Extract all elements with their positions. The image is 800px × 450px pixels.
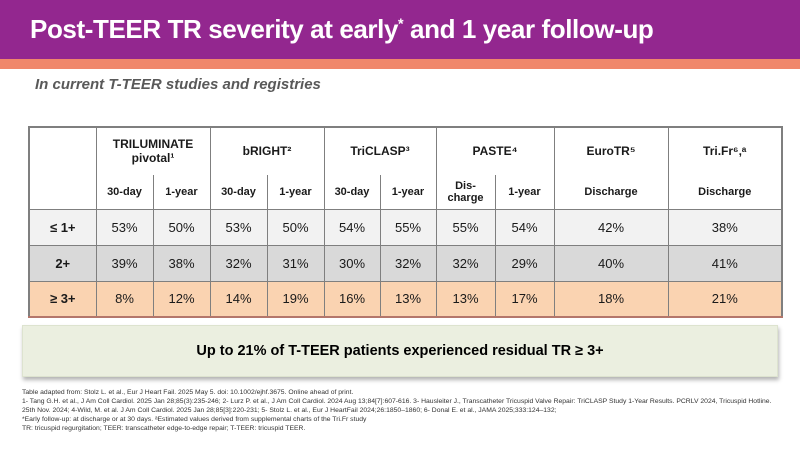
- data-cell: 42%: [553, 208, 669, 246]
- data-cell: 40%: [553, 244, 669, 282]
- data-cell: 50%: [266, 208, 325, 246]
- sub-header: 1-year: [266, 175, 325, 210]
- row-label: ≤ 1+: [28, 208, 97, 246]
- data-cell: 53%: [95, 208, 154, 246]
- data-cell: 54%: [323, 208, 381, 246]
- data-cell: 55%: [379, 208, 437, 246]
- study-header-triclasp: TriCLASP³: [323, 127, 437, 175]
- data-cell: 39%: [95, 244, 154, 282]
- data-cell: 32%: [379, 244, 437, 282]
- data-cell: 14%: [209, 280, 268, 318]
- sub-header: 1-year: [494, 175, 555, 210]
- callout-box: Up to 21% of T-TEER patients experienced…: [22, 325, 778, 377]
- corner-cell: [28, 127, 97, 209]
- table-row-le-1plus: ≤ 1+ 53% 50% 53% 50% 54% 55% 55% 54% 42%…: [28, 208, 783, 246]
- severity-table-wrap: TRILUMINATE pivotal¹ bRIGHT² TriCLASP³ P…: [28, 126, 783, 318]
- study-header-eurotr: EuroTR⁵: [553, 127, 669, 175]
- data-cell: 8%: [95, 280, 154, 318]
- sub-header: 1-year: [379, 175, 437, 210]
- page-title-pre: Post-TEER TR severity at early: [30, 14, 399, 44]
- data-cell: 13%: [379, 280, 437, 318]
- data-cell: 18%: [553, 280, 669, 318]
- study-header-trifr: Tri.Fr⁶,ᵃ: [667, 127, 783, 175]
- data-cell: 32%: [209, 244, 268, 282]
- footnote-line: 25th Nov. 2024; 4-Wild, M. et al. J Am C…: [22, 407, 557, 414]
- sub-header: Dis- charge: [435, 175, 496, 210]
- page-title: Post-TEER TR severity at early* and 1 ye…: [30, 14, 654, 45]
- footnote-line: TR: tricuspid regurgitation; TEER: trans…: [22, 425, 306, 432]
- data-cell: 38%: [152, 244, 211, 282]
- data-cell: 17%: [494, 280, 555, 318]
- table-row-2plus: 2+ 39% 38% 32% 31% 30% 32% 32% 29% 40% 4…: [28, 244, 783, 282]
- study-header-bright: bRIGHT²: [209, 127, 325, 175]
- footnote-line: 1- Tang G.H. et al., J Am Coll Cardiol. …: [22, 398, 772, 405]
- data-cell: 21%: [667, 280, 783, 318]
- accent-strip: [0, 59, 800, 69]
- title-bar: Post-TEER TR severity at early* and 1 ye…: [0, 0, 800, 59]
- row-label: ≥ 3+: [28, 280, 97, 318]
- data-cell: 50%: [152, 208, 211, 246]
- data-cell: 19%: [266, 280, 325, 318]
- data-cell: 12%: [152, 280, 211, 318]
- study-header-paste: PASTE⁴: [435, 127, 555, 175]
- sub-header: 30-day: [323, 175, 381, 210]
- callout-text: Up to 21% of T-TEER patients experienced…: [196, 343, 604, 359]
- sub-header: Discharge: [667, 175, 783, 210]
- data-cell: 13%: [435, 280, 496, 318]
- sub-header: Discharge: [553, 175, 669, 210]
- sub-header: 1-year: [152, 175, 211, 210]
- study-header-triluminate: TRILUMINATE pivotal¹: [95, 127, 211, 175]
- sub-header: 30-day: [209, 175, 268, 210]
- data-cell: 41%: [667, 244, 783, 282]
- data-cell: 16%: [323, 280, 381, 318]
- page-title-post: and 1 year follow-up: [403, 14, 654, 44]
- data-cell: 32%: [435, 244, 496, 282]
- footnote-line: Table adapted from: Stolz L. et al., Eur…: [22, 389, 354, 396]
- page-title-asterisk: *: [398, 16, 404, 33]
- row-label: 2+: [28, 244, 97, 282]
- footnote-line: *Early follow-up: at discharge or at 30 …: [22, 416, 367, 423]
- subtitle: In current T-TEER studies and registries: [35, 76, 321, 93]
- data-cell: 38%: [667, 208, 783, 246]
- data-cell: 31%: [266, 244, 325, 282]
- severity-table: TRILUMINATE pivotal¹ bRIGHT² TriCLASP³ P…: [28, 126, 783, 318]
- data-cell: 30%: [323, 244, 381, 282]
- footnotes: Table adapted from: Stolz L. et al., Eur…: [22, 388, 796, 433]
- table-row-ge-3plus: ≥ 3+ 8% 12% 14% 19% 16% 13% 13% 17% 18% …: [28, 280, 783, 318]
- data-cell: 55%: [435, 208, 496, 246]
- data-cell: 29%: [494, 244, 555, 282]
- study-header-row: TRILUMINATE pivotal¹ bRIGHT² TriCLASP³ P…: [28, 127, 783, 209]
- sub-header: 30-day: [95, 175, 154, 210]
- timepoint-header-row: 30-day 1-year 30-day 1-year 30-day 1-yea…: [29, 175, 783, 210]
- data-cell: 54%: [494, 208, 555, 246]
- data-cell: 53%: [209, 208, 268, 246]
